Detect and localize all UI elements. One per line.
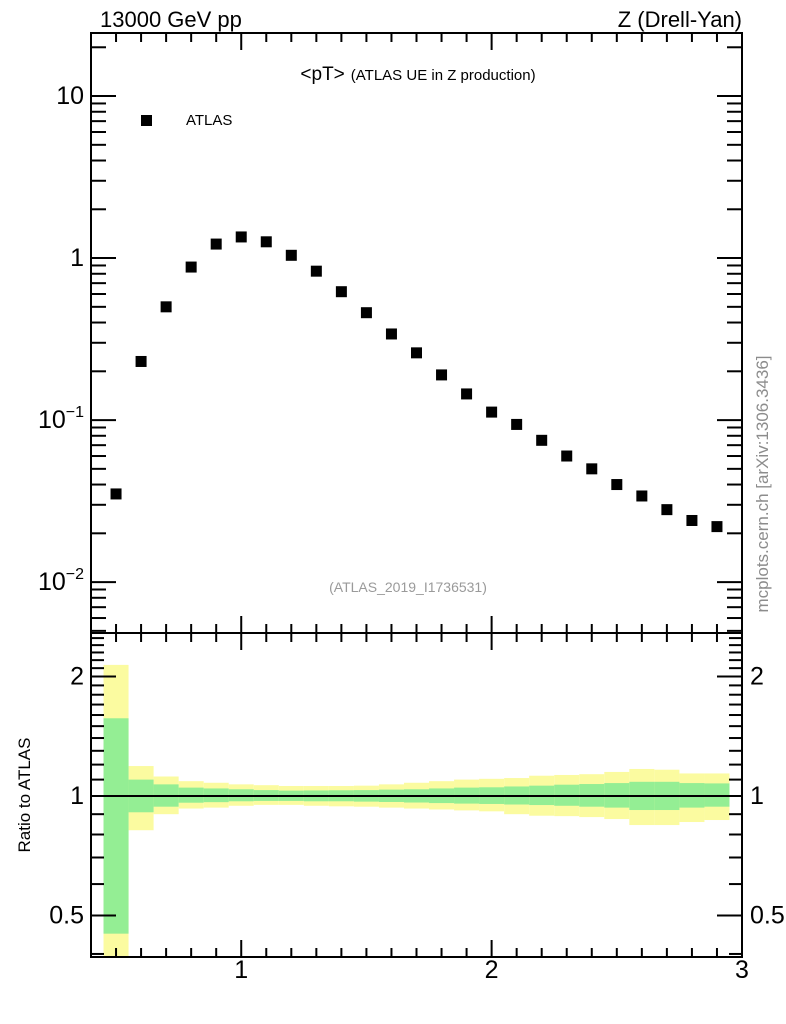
process-label: Z (Drell-Yan) <box>617 7 742 32</box>
data-markers <box>110 231 723 533</box>
observable-qualifier: (ATLAS UE in Z production) <box>350 67 536 84</box>
svg-text:1: 1 <box>70 782 84 810</box>
axis-tick-labels: 10 1 10−1 10−2 2 2 1 1 0.5 0.5 1 2 3 <box>38 82 785 984</box>
svg-text:1: 1 <box>750 782 764 810</box>
svg-text:0.5: 0.5 <box>49 901 84 929</box>
mcplots-attribution: mcplots.cern.ch [arXiv:1306.3436] <box>753 355 772 613</box>
analysis-id-watermark: (ATLAS_2019_I1736531) <box>329 579 487 595</box>
legend: ATLAS <box>141 112 232 129</box>
filled-square-marker-icon <box>141 115 152 126</box>
svg-text:1: 1 <box>70 244 84 272</box>
svg-text:1: 1 <box>234 956 248 984</box>
legend-label-atlas: ATLAS <box>186 112 233 129</box>
ratio-axis-title: Ratio to ATLAS <box>15 737 34 853</box>
beam-energy-label: 13000 GeV pp <box>100 7 242 32</box>
svg-text:2: 2 <box>750 663 764 691</box>
svg-text:3: 3 <box>735 956 749 984</box>
axis-ticks <box>91 33 743 957</box>
svg-text:10−1: 10−1 <box>38 404 84 434</box>
plot-title: <pT> (ATLAS UE in Z production) <box>300 64 535 86</box>
svg-text:2: 2 <box>70 663 84 691</box>
observable-name: <pT> <box>300 64 345 85</box>
svg-text:10: 10 <box>56 82 84 110</box>
svg-text:0.5: 0.5 <box>750 901 785 929</box>
ratio-uncertainty-bands <box>103 664 730 957</box>
svg-text:2: 2 <box>485 956 499 984</box>
svg-text:10−2: 10−2 <box>38 566 84 596</box>
